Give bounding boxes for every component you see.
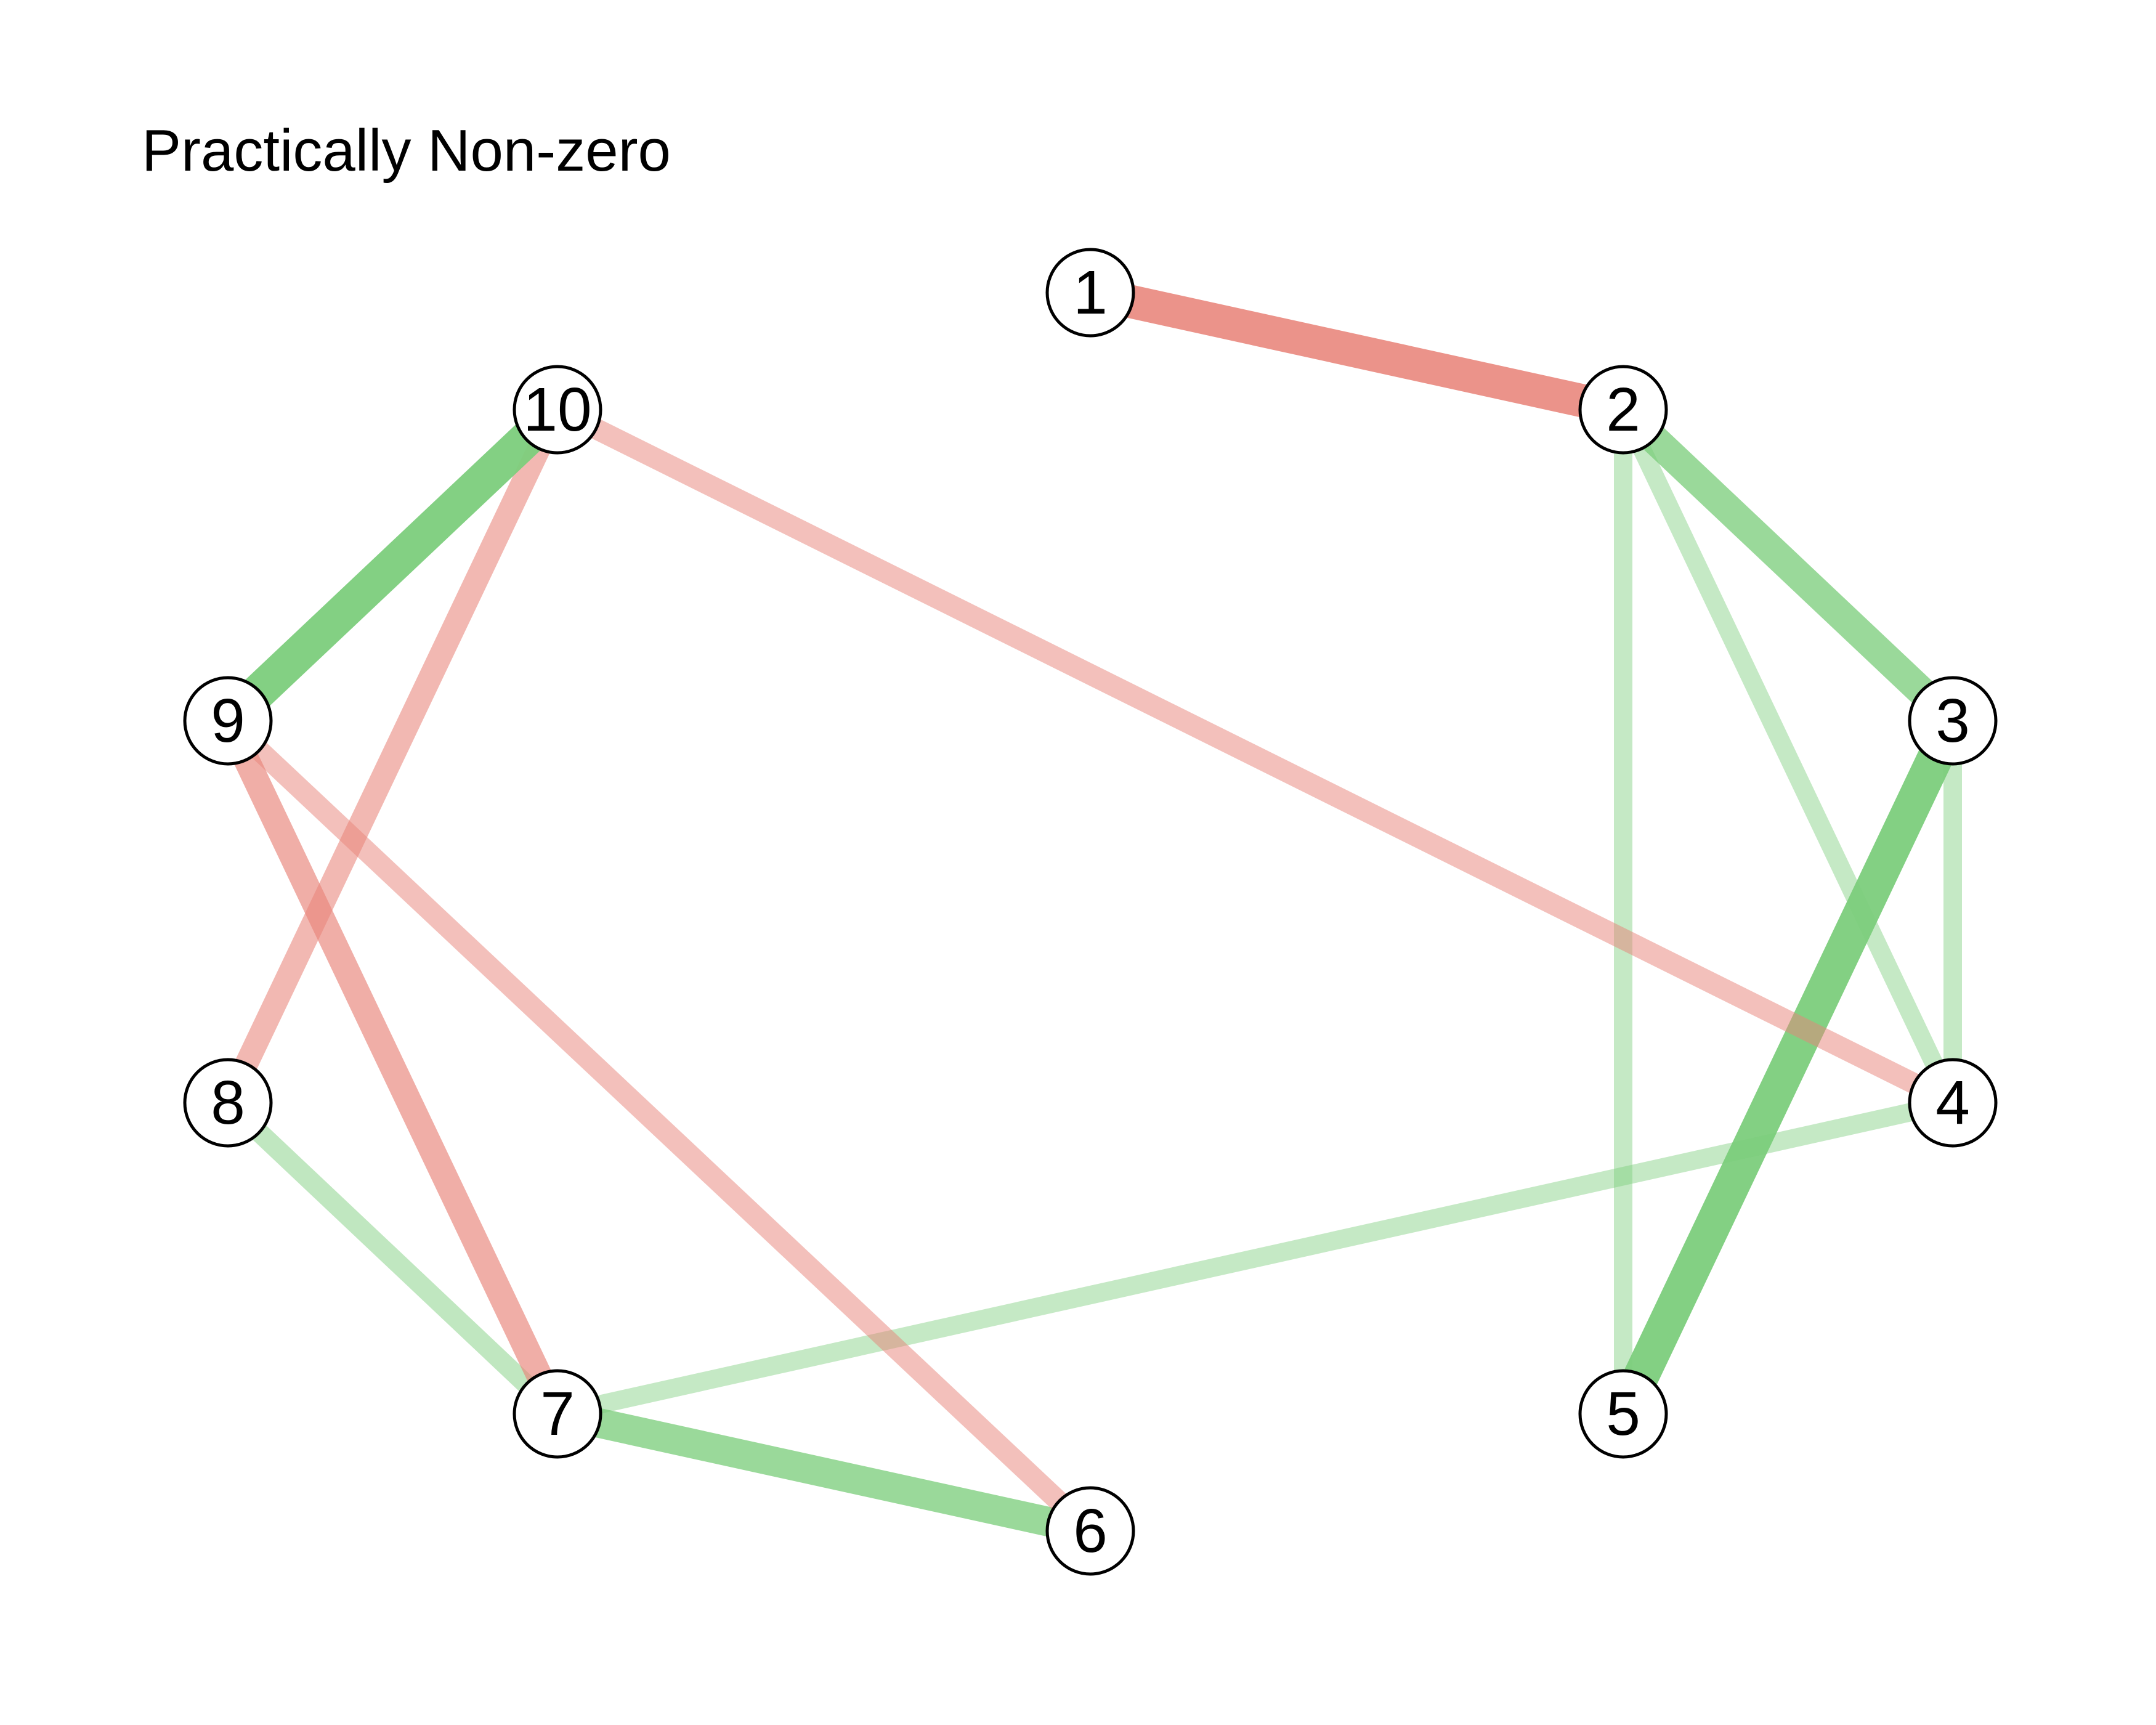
edge-6-9 bbox=[221, 713, 1098, 1539]
node-3: 3 bbox=[1908, 676, 1998, 766]
edge-1-2 bbox=[1087, 276, 1627, 426]
edge-2-4 bbox=[1615, 405, 1961, 1107]
node-label: 5 bbox=[1606, 1379, 1640, 1448]
edge-9-10 bbox=[216, 396, 570, 734]
node-4: 4 bbox=[1908, 1058, 1998, 1148]
node-label: 9 bbox=[211, 686, 245, 755]
node-circle bbox=[513, 365, 602, 455]
node-7: 7 bbox=[513, 1369, 602, 1459]
node-layer: 1 2 3 4 5 6 7 8 9 10 bbox=[183, 248, 1998, 1576]
node-label: 4 bbox=[1935, 1068, 1970, 1137]
node-circle bbox=[1578, 1369, 1668, 1459]
edge-8-10 bbox=[217, 404, 569, 1108]
node-circle bbox=[1045, 248, 1135, 338]
node-9: 9 bbox=[183, 676, 273, 766]
node-label: 10 bbox=[523, 375, 591, 444]
node-6: 6 bbox=[1045, 1486, 1135, 1576]
node-8: 8 bbox=[183, 1058, 273, 1148]
node-label: 8 bbox=[211, 1068, 245, 1137]
node-circle bbox=[1045, 1486, 1135, 1576]
node-label: 3 bbox=[1935, 686, 1970, 755]
edge-3-5 bbox=[1607, 713, 1969, 1422]
node-circle bbox=[513, 1369, 602, 1459]
node-circle bbox=[183, 1058, 273, 1148]
edge-7-8 bbox=[221, 1095, 564, 1421]
node-10: 10 bbox=[513, 365, 602, 455]
edge-7-9 bbox=[216, 715, 569, 1420]
node-label: 2 bbox=[1606, 375, 1640, 444]
node-circle bbox=[1578, 365, 1668, 455]
node-label: 6 bbox=[1073, 1496, 1108, 1565]
edge-layer bbox=[216, 276, 1969, 1546]
node-circle bbox=[183, 676, 273, 766]
graph-title: Practically Non-zero bbox=[142, 118, 671, 184]
edge-4-7 bbox=[555, 1094, 1955, 1423]
node-2: 2 bbox=[1578, 365, 1668, 455]
node-circle bbox=[1908, 1058, 1998, 1148]
node-1: 1 bbox=[1045, 248, 1135, 338]
node-circle bbox=[1908, 676, 1998, 766]
edge-6-7 bbox=[554, 1399, 1094, 1546]
node-label: 7 bbox=[540, 1379, 575, 1448]
node-label: 1 bbox=[1073, 258, 1108, 327]
edge-4-10 bbox=[553, 400, 1958, 1113]
node-5: 5 bbox=[1578, 1369, 1668, 1459]
edge-2-3 bbox=[1613, 399, 1963, 732]
